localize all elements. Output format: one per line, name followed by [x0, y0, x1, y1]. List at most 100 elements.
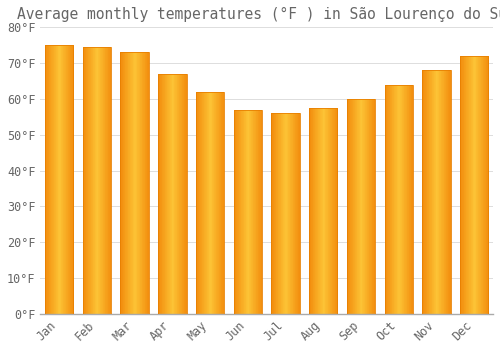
Bar	[395, 85, 396, 314]
Bar	[361, 99, 362, 314]
Bar	[422, 70, 423, 314]
Bar	[334, 108, 335, 314]
Bar	[460, 56, 461, 314]
Bar	[89, 47, 90, 314]
Bar	[449, 70, 450, 314]
Bar	[364, 99, 366, 314]
Bar	[109, 47, 110, 314]
Bar	[485, 56, 486, 314]
Bar	[373, 99, 374, 314]
Bar	[104, 47, 106, 314]
Bar	[434, 70, 435, 314]
Bar	[330, 108, 331, 314]
Bar	[86, 47, 87, 314]
Bar	[136, 52, 137, 314]
Bar	[171, 74, 172, 314]
Bar	[211, 92, 212, 314]
Bar	[284, 113, 285, 314]
Bar	[50, 45, 51, 314]
Bar	[329, 108, 330, 314]
Bar	[56, 45, 57, 314]
Bar	[315, 108, 316, 314]
Bar	[164, 74, 166, 314]
Bar	[424, 70, 426, 314]
Bar	[440, 70, 441, 314]
Bar	[253, 110, 254, 314]
Bar	[66, 45, 67, 314]
Bar	[181, 74, 182, 314]
Bar	[166, 74, 168, 314]
Bar	[467, 56, 468, 314]
Bar	[90, 47, 92, 314]
Bar	[250, 110, 251, 314]
Bar	[158, 74, 186, 314]
Bar	[196, 92, 198, 314]
Bar	[276, 113, 277, 314]
Bar	[348, 99, 349, 314]
Bar	[185, 74, 186, 314]
Bar	[282, 113, 283, 314]
Bar	[65, 45, 66, 314]
Bar	[294, 113, 296, 314]
Bar	[299, 113, 300, 314]
Bar	[400, 85, 401, 314]
Bar	[279, 113, 280, 314]
Bar	[170, 74, 171, 314]
Bar	[208, 92, 210, 314]
Bar	[332, 108, 334, 314]
Bar	[428, 70, 429, 314]
Bar	[166, 74, 167, 314]
Bar	[274, 113, 275, 314]
Bar	[48, 45, 50, 314]
Bar	[120, 52, 149, 314]
Bar	[404, 85, 406, 314]
Bar	[327, 108, 328, 314]
Bar	[334, 108, 336, 314]
Bar	[252, 110, 253, 314]
Bar	[422, 70, 450, 314]
Bar	[146, 52, 148, 314]
Bar	[95, 47, 96, 314]
Bar	[47, 45, 48, 314]
Bar	[480, 56, 482, 314]
Bar	[134, 52, 135, 314]
Bar	[206, 92, 208, 314]
Bar	[309, 108, 310, 314]
Bar	[317, 108, 318, 314]
Bar	[83, 47, 111, 314]
Bar	[72, 45, 73, 314]
Bar	[196, 92, 224, 314]
Bar	[59, 45, 60, 314]
Bar	[280, 113, 281, 314]
Bar	[438, 70, 439, 314]
Bar	[243, 110, 244, 314]
Bar	[386, 85, 387, 314]
Bar	[384, 85, 413, 314]
Bar	[460, 56, 462, 314]
Bar	[470, 56, 472, 314]
Bar	[476, 56, 477, 314]
Bar	[472, 56, 473, 314]
Bar	[137, 52, 138, 314]
Bar	[403, 85, 404, 314]
Bar	[237, 110, 238, 314]
Bar	[396, 85, 398, 314]
Bar	[242, 110, 243, 314]
Bar	[202, 92, 203, 314]
Bar	[55, 45, 56, 314]
Bar	[160, 74, 161, 314]
Bar	[336, 108, 337, 314]
Bar	[438, 70, 440, 314]
Bar	[162, 74, 164, 314]
Bar	[475, 56, 476, 314]
Bar	[398, 85, 399, 314]
Bar	[130, 52, 132, 314]
Bar	[314, 108, 315, 314]
Bar	[212, 92, 213, 314]
Bar	[354, 99, 355, 314]
Bar	[408, 85, 409, 314]
Bar	[196, 92, 197, 314]
Bar	[369, 99, 370, 314]
Bar	[442, 70, 443, 314]
Bar	[331, 108, 332, 314]
